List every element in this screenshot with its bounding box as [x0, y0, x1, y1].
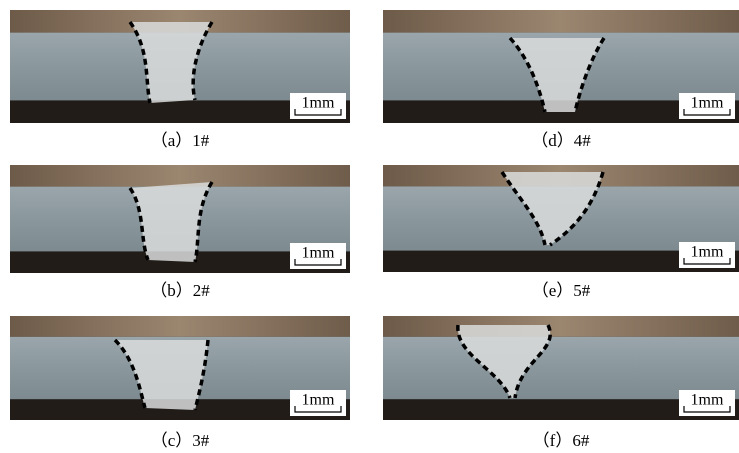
- micrograph-panel: 1mm: [383, 316, 739, 420]
- micrograph-panel: 1mm: [383, 165, 739, 272]
- figure: 1mm （a）1# 1mm （b）2# 1mm （c）3# 1mm （d）4# 1mm （e）5#…: [0, 0, 739, 453]
- micrograph-panel: 1mm: [10, 165, 350, 273]
- scale-bar-label: 1mm: [302, 245, 335, 262]
- scale-bar-label: 1mm: [691, 95, 724, 112]
- micrograph-panel: 1mm: [10, 10, 350, 123]
- caption: （a）1#: [151, 131, 210, 150]
- scale-bar-label: 1mm: [302, 392, 335, 409]
- caption: （d）4#: [531, 131, 591, 150]
- top-layer: [383, 10, 739, 33]
- micrograph-panel: 1mm: [10, 316, 350, 420]
- scale-bar-label: 1mm: [302, 95, 335, 112]
- plate: [383, 337, 739, 399]
- caption: （c）3#: [151, 431, 210, 450]
- scale-bar-label: 1mm: [691, 244, 724, 261]
- top-layer: [10, 165, 350, 187]
- top-layer: [383, 316, 739, 337]
- scale-bar-label: 1mm: [691, 392, 724, 409]
- micrograph-panel: 1mm: [383, 10, 739, 123]
- caption: （b）2#: [150, 281, 210, 300]
- caption: （e）5#: [532, 281, 591, 300]
- top-layer: [10, 316, 350, 337]
- caption: （f）6#: [533, 431, 590, 450]
